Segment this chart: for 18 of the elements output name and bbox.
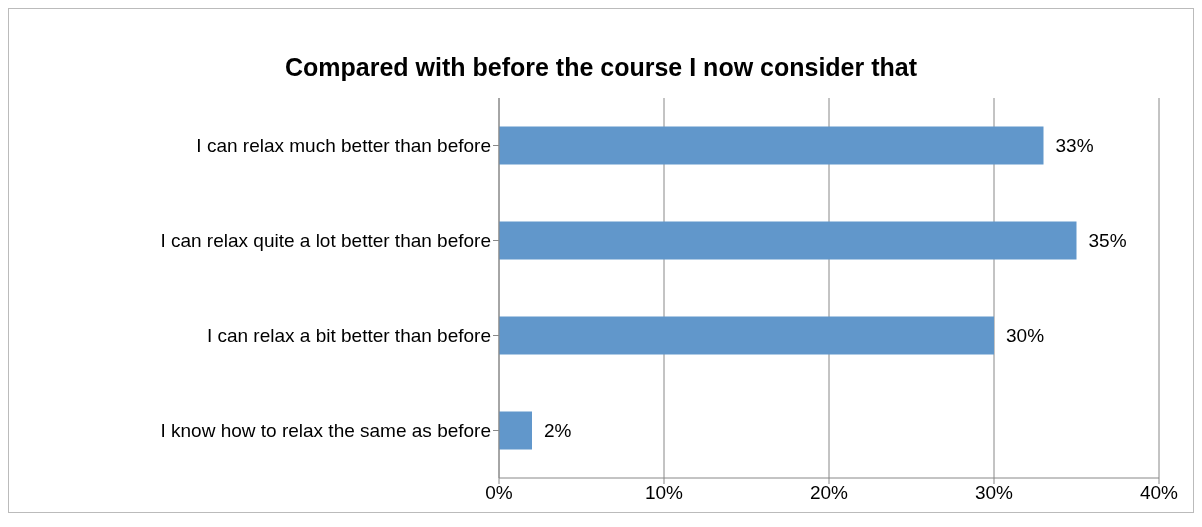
- x-tick-label: 40%: [1139, 482, 1179, 504]
- x-tick-label: 10%: [644, 482, 684, 504]
- bar: [499, 316, 994, 355]
- data-label: 35%: [1088, 230, 1127, 252]
- y-tick-label: I know how to relax the same as before: [160, 420, 491, 442]
- data-label: 33%: [1055, 135, 1094, 157]
- x-tick-label: 20%: [809, 482, 849, 504]
- chart-title: Compared with before the course I now consider that: [284, 53, 918, 82]
- data-label: 2%: [544, 420, 572, 442]
- y-tick-label: I can relax much better than before: [196, 135, 491, 157]
- y-tick-label: I can relax quite a lot better than before: [160, 230, 491, 252]
- x-tick-label: 0%: [485, 482, 513, 504]
- bar: [499, 411, 532, 450]
- x-tick-label: 30%: [974, 482, 1014, 504]
- bar: [499, 221, 1077, 260]
- y-tick-label: I can relax a bit better than before: [206, 325, 491, 347]
- data-label: 30%: [1006, 325, 1045, 347]
- bar: [499, 126, 1044, 165]
